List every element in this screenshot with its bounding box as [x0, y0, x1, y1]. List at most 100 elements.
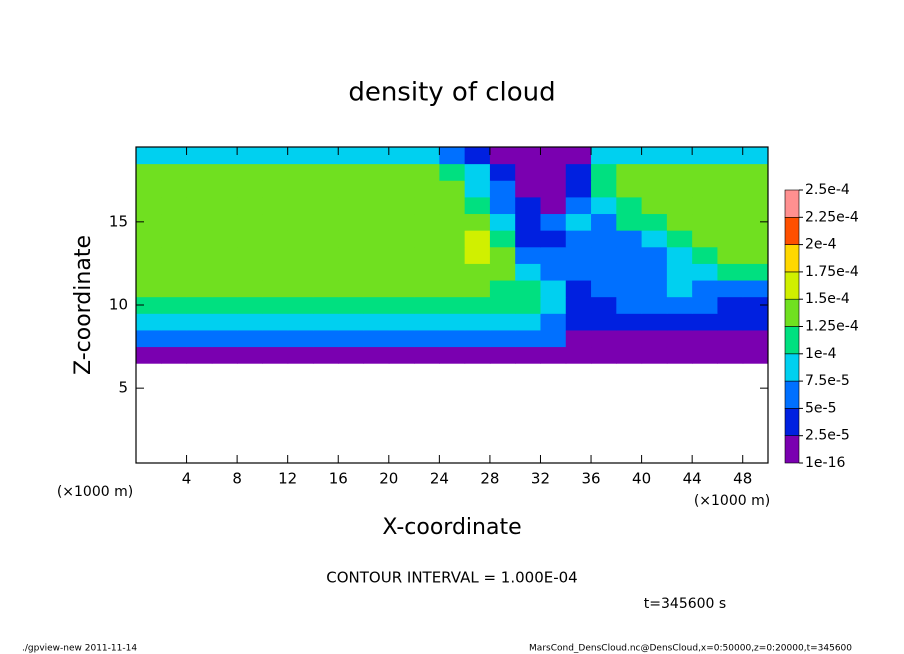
cell	[489, 246, 516, 264]
cell	[211, 213, 238, 231]
cell	[616, 346, 643, 364]
cell	[565, 180, 592, 198]
cell	[312, 296, 339, 314]
colorbar-swatch	[784, 380, 800, 409]
cell	[388, 346, 415, 364]
cell	[742, 313, 769, 331]
cell	[439, 147, 466, 165]
cell	[717, 313, 744, 331]
cell	[565, 147, 592, 165]
cell	[666, 280, 693, 298]
cell	[515, 180, 541, 198]
cell	[692, 180, 718, 198]
cell	[515, 230, 541, 248]
x-tick-label: 32	[531, 470, 550, 488]
cell	[338, 263, 365, 281]
cell	[414, 213, 440, 231]
cell	[616, 329, 643, 348]
cell	[211, 263, 238, 281]
cell	[489, 329, 516, 348]
cell	[363, 213, 390, 231]
cell	[161, 346, 188, 364]
cell	[742, 329, 769, 348]
cell	[692, 263, 718, 281]
cell	[211, 246, 238, 264]
cell	[262, 246, 289, 264]
cell	[742, 346, 769, 364]
cell	[742, 246, 769, 264]
cell	[186, 280, 213, 298]
cell	[439, 180, 466, 198]
cell	[287, 246, 314, 264]
cell	[540, 263, 567, 281]
cell	[692, 296, 718, 314]
cell	[161, 213, 188, 231]
cell	[388, 196, 415, 215]
cell	[388, 180, 415, 198]
y-unit: (×1000 m)	[57, 484, 133, 500]
cell	[363, 230, 390, 248]
cell	[287, 180, 314, 198]
cell	[211, 329, 238, 348]
cell	[388, 163, 415, 181]
cell	[161, 196, 188, 215]
cell	[161, 329, 188, 348]
cell	[186, 246, 213, 264]
colorbar-label: 1.5e-4	[805, 291, 850, 307]
cell	[287, 230, 314, 248]
cell	[515, 280, 541, 298]
cell	[641, 230, 668, 248]
cell	[742, 230, 769, 248]
cell	[616, 163, 643, 181]
time-label: t=345600 s	[644, 596, 726, 612]
cell	[641, 296, 668, 314]
cell	[540, 329, 567, 348]
cell	[363, 147, 390, 165]
cell	[161, 180, 188, 198]
cell	[692, 329, 718, 348]
cell	[616, 313, 643, 331]
cell	[540, 346, 567, 364]
cell	[616, 147, 643, 165]
colorbar-label: 2.25e-4	[805, 209, 859, 225]
y-tick-label: 15	[109, 212, 128, 230]
cell	[161, 313, 188, 331]
cell	[237, 263, 263, 281]
cell	[540, 296, 567, 314]
colorbar-label: 2.5e-5	[805, 428, 850, 444]
x-tick-label: 24	[430, 470, 449, 488]
cell	[515, 213, 541, 231]
cell	[666, 196, 693, 215]
cell	[186, 230, 213, 248]
cell	[338, 246, 365, 264]
cell	[742, 296, 769, 314]
cell	[591, 246, 617, 264]
cell	[186, 346, 213, 364]
cell	[540, 180, 567, 198]
cell	[616, 246, 643, 264]
cell	[742, 263, 769, 281]
cell	[414, 296, 440, 314]
cell	[414, 147, 440, 165]
cell	[363, 196, 390, 215]
cell	[287, 313, 314, 331]
cell	[565, 163, 592, 181]
cell	[414, 163, 440, 181]
cell	[641, 329, 668, 348]
cell	[136, 196, 162, 215]
cell	[717, 263, 744, 281]
cell	[666, 263, 693, 281]
cell	[692, 280, 718, 298]
cell	[591, 196, 617, 215]
cell	[262, 196, 289, 215]
cell	[262, 313, 289, 331]
cell	[540, 246, 567, 264]
cell	[388, 230, 415, 248]
colorbar-label: 1e-16	[805, 455, 845, 471]
cell	[312, 263, 339, 281]
cell	[287, 346, 314, 364]
cell	[540, 196, 567, 215]
cell	[136, 180, 162, 198]
